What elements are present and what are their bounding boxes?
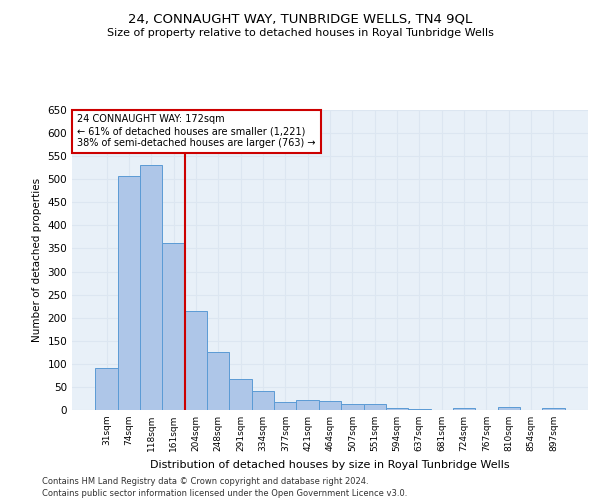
Bar (386, 408, 408, 410)
X-axis label: Distribution of detached houses by size in Royal Tunbridge Wells: Distribution of detached houses by size … (150, 460, 510, 469)
Bar (252, 390, 274, 410)
Text: 24, CONNAUGHT WAY, TUNBRIDGE WELLS, TN4 9QL: 24, CONNAUGHT WAY, TUNBRIDGE WELLS, TN4 … (128, 12, 472, 26)
Bar (229, 378, 252, 410)
Bar (497, 407, 520, 410)
Y-axis label: Number of detached properties: Number of detached properties (32, 178, 42, 342)
Bar (163, 243, 185, 410)
Text: Size of property relative to detached houses in Royal Tunbridge Wells: Size of property relative to detached ho… (107, 28, 493, 38)
Bar (274, 402, 296, 410)
Text: 24 CONNAUGHT WAY: 172sqm
← 61% of detached houses are smaller (1,221)
38% of sem: 24 CONNAUGHT WAY: 172sqm ← 61% of detach… (77, 114, 316, 148)
Bar (408, 409, 431, 410)
Bar (140, 166, 163, 410)
Bar (118, 176, 140, 410)
Text: Contains public sector information licensed under the Open Government Licence v3: Contains public sector information licen… (42, 489, 407, 498)
Bar (341, 404, 364, 410)
Bar (364, 404, 386, 410)
Bar (453, 408, 475, 410)
Bar (542, 408, 565, 410)
Bar (95, 368, 118, 410)
Bar (207, 352, 229, 410)
Bar (319, 401, 341, 410)
Bar (296, 400, 319, 410)
Text: Contains HM Land Registry data © Crown copyright and database right 2024.: Contains HM Land Registry data © Crown c… (42, 478, 368, 486)
Bar (185, 311, 207, 410)
